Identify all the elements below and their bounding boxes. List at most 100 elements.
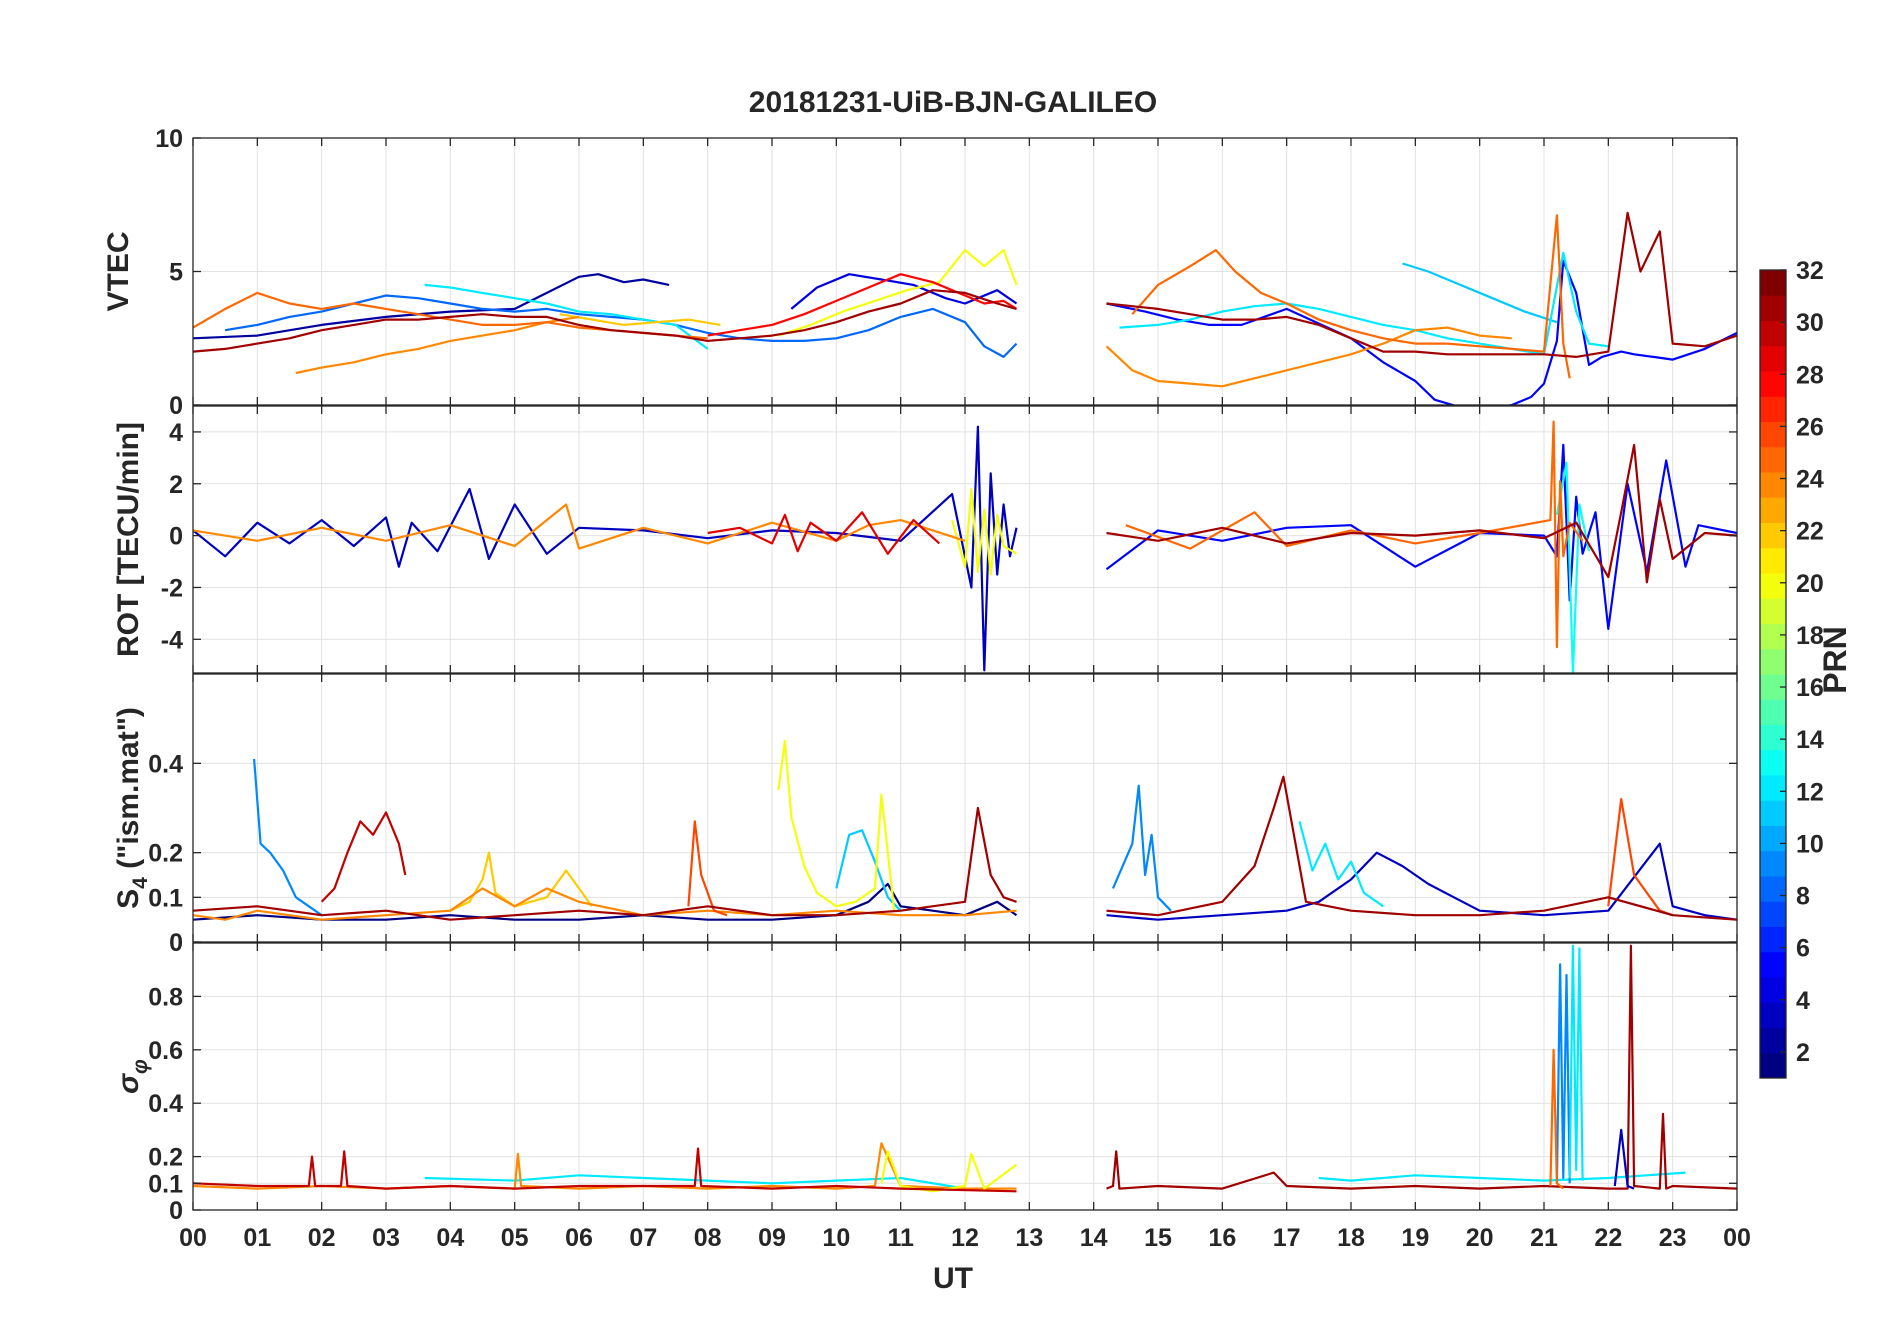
x-tick-label: 20 — [1466, 1224, 1494, 1252]
series-line-prn-12 — [1568, 944, 1584, 1181]
colorbar-segment — [1760, 850, 1786, 877]
y-tick-label: 0.6 — [148, 1037, 183, 1065]
y-tick-label: 5 — [169, 259, 183, 287]
series-line-prn-9 — [1111, 784, 1172, 912]
colorbar-segment — [1760, 1002, 1786, 1028]
y-tick-label: 0.1 — [148, 1170, 183, 1198]
series-line-prn-20 — [778, 249, 1018, 337]
series-line-prn-25 — [1549, 1048, 1565, 1190]
series-line-prn-3 — [1613, 1128, 1635, 1190]
colorbar-tick-label: 8 — [1796, 883, 1810, 911]
series-line-prn-3 — [193, 425, 1018, 672]
colorbar-segment — [1760, 951, 1786, 978]
x-tick-label: 05 — [501, 1224, 529, 1252]
x-tick-label: 03 — [372, 1224, 400, 1252]
series-line-prn-3 — [1106, 842, 1737, 921]
colorbar-segment — [1760, 320, 1786, 347]
colorbar-segment — [1760, 825, 1786, 852]
series-line-prn-31 — [193, 806, 1017, 921]
colorbar-label: PRN — [1817, 626, 1853, 694]
series-line-prn-5 — [1106, 259, 1737, 405]
colorbar-tick-label: 18 — [1796, 622, 1824, 650]
x-tick-label: 12 — [951, 1224, 979, 1252]
series-group — [193, 211, 1737, 405]
colorbar-segment — [1760, 876, 1786, 902]
series-line-prn-31 — [1106, 944, 1737, 1190]
series-line-prn-20 — [777, 739, 896, 911]
series-line-prn-22 — [449, 851, 593, 912]
panel-sigma: 00.10.2 0.4 0.6 0.8 σφ — [112, 942, 1738, 1225]
colorbar-segment — [1760, 345, 1786, 372]
x-tick-label: 00 — [1723, 1224, 1751, 1252]
panel-rot: -4 -2 0 2 4 ROT [TECU/min] — [112, 405, 1738, 674]
series-line-prn-24 — [193, 503, 966, 550]
colorbar-segment — [1760, 648, 1786, 675]
colorbar-tick-label: 16 — [1796, 674, 1824, 702]
y-axis-label: ROT [TECU/min] — [112, 422, 145, 657]
y-tick-label: 2 — [169, 471, 183, 499]
series-group — [193, 739, 1737, 921]
series-line-prn-22 — [559, 313, 721, 326]
colorbar-segment — [1760, 800, 1786, 826]
colorbar-segment — [1760, 295, 1786, 321]
x-tick-label: 15 — [1144, 1224, 1172, 1252]
x-tick-label: 01 — [243, 1224, 271, 1252]
colorbar-segment — [1760, 371, 1786, 397]
colorbar-segment — [1760, 421, 1786, 448]
x-tick-label: 17 — [1273, 1224, 1301, 1252]
y-tick-label: 10 — [155, 125, 183, 153]
colorbar-segment — [1760, 573, 1786, 599]
colorbar-tick-label: 4 — [1796, 987, 1810, 1015]
colorbar-segment — [1760, 926, 1786, 953]
x-tick-label: 10 — [822, 1224, 850, 1252]
series-line-prn-11 — [1402, 262, 1558, 324]
y-tick-label: 0.8 — [148, 983, 183, 1011]
colorbar-tick-label: 2 — [1796, 1039, 1810, 1067]
colorbar-frame — [1759, 269, 1787, 1079]
series-line-prn-30 — [193, 1147, 1017, 1193]
colorbar-segment — [1760, 901, 1786, 927]
y-tick-label: 0.1 — [148, 884, 183, 912]
colorbar-segment — [1760, 497, 1786, 523]
x-tick-label: 16 — [1208, 1224, 1236, 1252]
colorbar-segment — [1760, 699, 1786, 725]
x-tick-label: 11 — [887, 1224, 914, 1252]
colorbar-tick-label: 32 — [1796, 257, 1824, 285]
series-line-prn-24 — [1105, 326, 1512, 388]
colorbar-segment — [1760, 270, 1786, 296]
x-tick-label: 09 — [758, 1224, 786, 1252]
y-tick-label: 0.2 — [148, 1144, 183, 1172]
x-tick-label: 22 — [1594, 1224, 1622, 1252]
y-tick-label: 4 — [169, 419, 183, 447]
colorbar-tick-label: 20 — [1796, 570, 1824, 598]
colorbar-segment — [1760, 1052, 1786, 1079]
series-line-prn-12 — [424, 1174, 966, 1190]
x-tick-label: 07 — [629, 1224, 657, 1252]
y-tick-label: 0.4 — [148, 750, 183, 778]
colorbar-tick-label: 6 — [1796, 935, 1810, 963]
y-tick-label: -2 — [161, 574, 183, 602]
series-line-prn-31 — [1106, 443, 1737, 584]
colorbar-segment — [1760, 446, 1786, 473]
chart-title: 20181231-UiB-BJN-GALILEO — [749, 86, 1157, 119]
series-line-prn-26 — [687, 820, 728, 917]
series-line-prn-9 — [253, 758, 323, 917]
series-line-prn-12 — [1318, 1171, 1686, 1182]
x-tick-label: 18 — [1337, 1224, 1365, 1252]
x-tick-label: 19 — [1401, 1224, 1429, 1252]
colorbar-segment — [1760, 472, 1786, 498]
y-tick-label: 0 — [169, 392, 183, 420]
y-axis-label: σφ — [112, 1059, 152, 1094]
series-line-prn-1 — [193, 882, 1018, 921]
colorbar-segment — [1760, 749, 1786, 776]
series-line-prn-28 — [707, 273, 1018, 337]
colorbar-segment — [1760, 724, 1786, 751]
x-tick-label: 23 — [1659, 1224, 1687, 1252]
colorbar-tick-label: 14 — [1796, 726, 1824, 754]
x-tick-label: 04 — [436, 1224, 464, 1252]
colorbar-tick-label: 30 — [1796, 309, 1824, 337]
y-tick-label: -4 — [161, 626, 183, 654]
